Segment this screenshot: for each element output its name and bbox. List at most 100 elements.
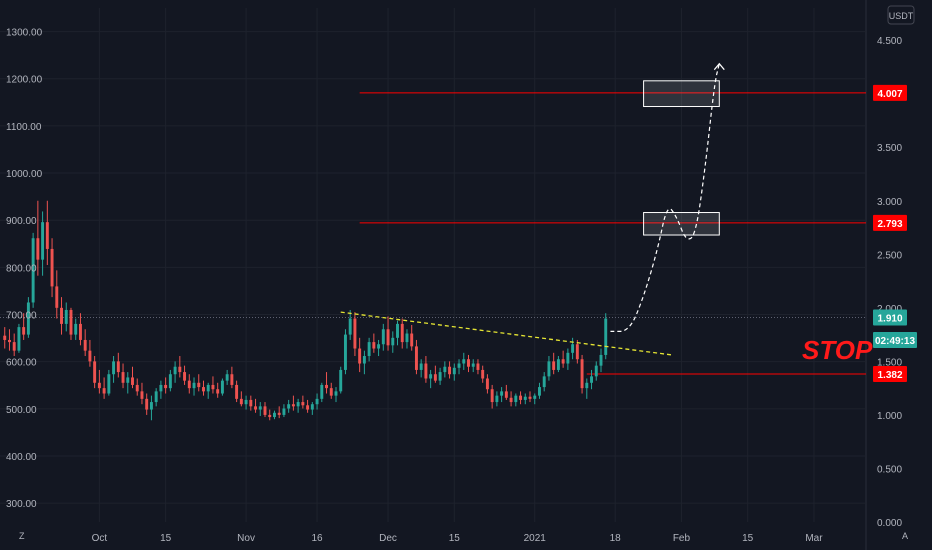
candle bbox=[457, 363, 461, 368]
candle bbox=[131, 377, 134, 385]
candle bbox=[97, 382, 101, 389]
candle bbox=[220, 380, 224, 394]
left-tick-label: 700.00 bbox=[6, 311, 37, 322]
candle bbox=[433, 374, 437, 381]
candle bbox=[400, 323, 404, 343]
candle bbox=[315, 398, 319, 405]
candle bbox=[571, 344, 575, 353]
candle bbox=[528, 396, 532, 399]
zoom-button[interactable]: Z bbox=[19, 531, 25, 541]
candle bbox=[343, 334, 347, 370]
candle bbox=[523, 396, 527, 400]
candle bbox=[140, 391, 144, 399]
candle bbox=[239, 398, 243, 405]
target-box bbox=[643, 80, 720, 108]
candle bbox=[107, 374, 111, 394]
candle bbox=[590, 376, 593, 383]
candle bbox=[310, 404, 314, 410]
candle bbox=[443, 366, 447, 373]
candle bbox=[22, 327, 26, 335]
candle bbox=[159, 384, 163, 392]
x-axis[interactable]: Oct 15 Nov 16 Dec 15 2021 18 Feb 15 Mar bbox=[92, 533, 824, 544]
candle bbox=[481, 369, 485, 379]
left-axis: 1300.00 1200.00 1100.00 1000.00 900.00 800.00… bbox=[6, 28, 43, 511]
price-tag bbox=[873, 214, 907, 231]
candle bbox=[424, 363, 428, 379]
left-tick-label: 1200.00 bbox=[6, 75, 43, 86]
candle bbox=[192, 382, 196, 389]
price-tag-label: 2.793 bbox=[877, 219, 902, 230]
auto-scale-button[interactable]: A bbox=[902, 531, 908, 541]
candle bbox=[301, 402, 305, 406]
right-tick-label: 3.500 bbox=[877, 143, 902, 154]
price-tag bbox=[873, 84, 907, 101]
candle bbox=[258, 406, 262, 410]
candle bbox=[405, 333, 409, 343]
projection-arrowhead bbox=[713, 62, 725, 71]
candle bbox=[183, 372, 187, 381]
candle bbox=[462, 359, 466, 364]
candle bbox=[187, 380, 191, 389]
candle bbox=[386, 329, 390, 346]
candles bbox=[3, 200, 608, 421]
projection-path bbox=[610, 63, 720, 332]
candle bbox=[173, 366, 177, 375]
candle bbox=[348, 318, 352, 335]
candle bbox=[519, 395, 523, 400]
candle bbox=[64, 309, 68, 324]
candle bbox=[249, 399, 253, 407]
right-tick-label: 3.000 bbox=[877, 197, 902, 208]
candle bbox=[216, 389, 220, 394]
left-tick-label: 1300.00 bbox=[6, 28, 43, 39]
candle bbox=[121, 372, 125, 383]
currency-label: USDT bbox=[889, 11, 914, 21]
price-tag-label: 02:49:13 bbox=[875, 336, 915, 347]
price-tag-label: 1.382 bbox=[877, 370, 902, 381]
candle bbox=[135, 384, 139, 392]
candle bbox=[542, 376, 546, 388]
candle bbox=[287, 404, 291, 409]
candle bbox=[514, 395, 518, 403]
candle bbox=[306, 405, 310, 410]
left-tick-label: 1000.00 bbox=[6, 169, 43, 180]
candle bbox=[372, 342, 376, 349]
x-tick-label: 18 bbox=[610, 533, 622, 544]
candle bbox=[230, 374, 234, 385]
candle bbox=[268, 414, 272, 418]
left-tick-label: 1100.00 bbox=[6, 122, 42, 133]
candle bbox=[3, 335, 7, 340]
candle bbox=[36, 238, 40, 260]
candle bbox=[599, 354, 603, 366]
candle bbox=[490, 389, 494, 403]
candle bbox=[485, 378, 489, 390]
price-tag-label: 4.007 bbox=[877, 89, 902, 100]
candle bbox=[561, 359, 565, 364]
candle bbox=[50, 248, 54, 287]
candle bbox=[206, 384, 210, 392]
drawings bbox=[340, 62, 725, 356]
candle bbox=[552, 361, 556, 370]
candle bbox=[12, 342, 16, 351]
x-tick-label: Mar bbox=[805, 533, 823, 544]
candle bbox=[244, 399, 248, 405]
candle bbox=[41, 222, 45, 260]
candle bbox=[339, 369, 343, 392]
x-tick-label: 16 bbox=[311, 533, 323, 544]
x-tick-label: Nov bbox=[237, 533, 255, 544]
left-tick-label: 600.00 bbox=[6, 358, 37, 369]
candle bbox=[74, 323, 78, 335]
candle bbox=[102, 388, 106, 394]
candle bbox=[547, 361, 551, 377]
candle bbox=[83, 339, 87, 351]
currency-button[interactable]: USDT bbox=[887, 5, 915, 25]
candle bbox=[45, 222, 49, 249]
candle bbox=[225, 374, 229, 381]
candle bbox=[329, 388, 333, 396]
candle bbox=[604, 318, 608, 355]
candle bbox=[471, 363, 475, 367]
candle bbox=[467, 359, 470, 367]
candle bbox=[197, 382, 201, 388]
price-tag bbox=[873, 309, 907, 326]
candle bbox=[235, 384, 239, 399]
